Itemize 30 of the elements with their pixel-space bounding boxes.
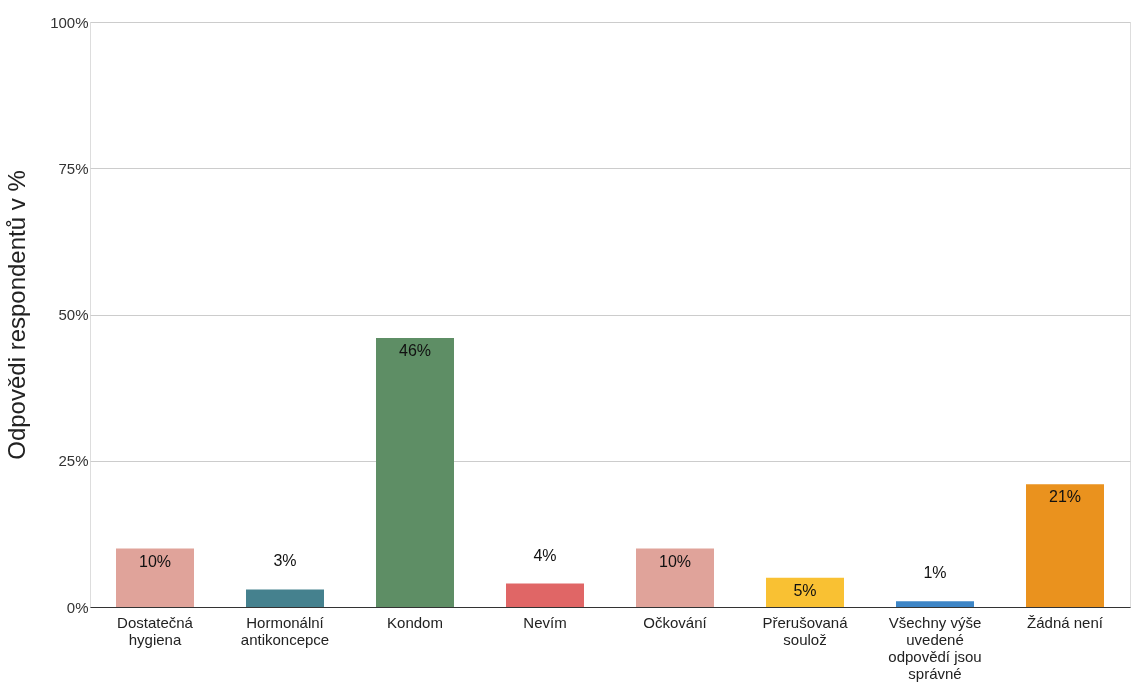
x-tick-label: Přerušovaná soulož [762,613,849,648]
y-tick-label: 100% [50,13,89,31]
data-label: 46% [398,341,432,359]
bar [246,589,324,607]
bar [896,601,974,607]
bar [376,337,454,607]
y-axis-title: Odpovědi respondentů v % [3,170,31,460]
x-tick-label: Dostatečná hygiena [117,613,194,648]
x-tick-label: Kondom [387,613,443,631]
data-label: 4% [533,546,557,564]
bar [506,583,584,607]
data-label: 1% [923,564,947,582]
x-tick-label: Nevím [523,613,567,631]
bar [636,548,714,607]
x-tick-label: Očkování [643,613,708,631]
data-label: 10% [658,552,692,570]
x-tick-label: Žádná není [1027,613,1104,631]
data-label: 3% [273,552,297,570]
x-tick-label: Všechny výše uvedené odpovědí jsou správné [888,613,982,682]
data-label: 5% [793,581,817,599]
y-tick-label: 75% [58,159,89,177]
x-tick-label: Hormonální antikoncepce [240,613,330,648]
y-tick-label: 50% [58,306,89,323]
bar [116,548,194,607]
bar [766,577,844,607]
y-tick-label: 25% [58,452,89,470]
y-tick-label: 0% [66,598,89,616]
data-label: 21% [1048,488,1082,506]
bar [1026,484,1104,607]
data-label: 10% [138,552,172,570]
